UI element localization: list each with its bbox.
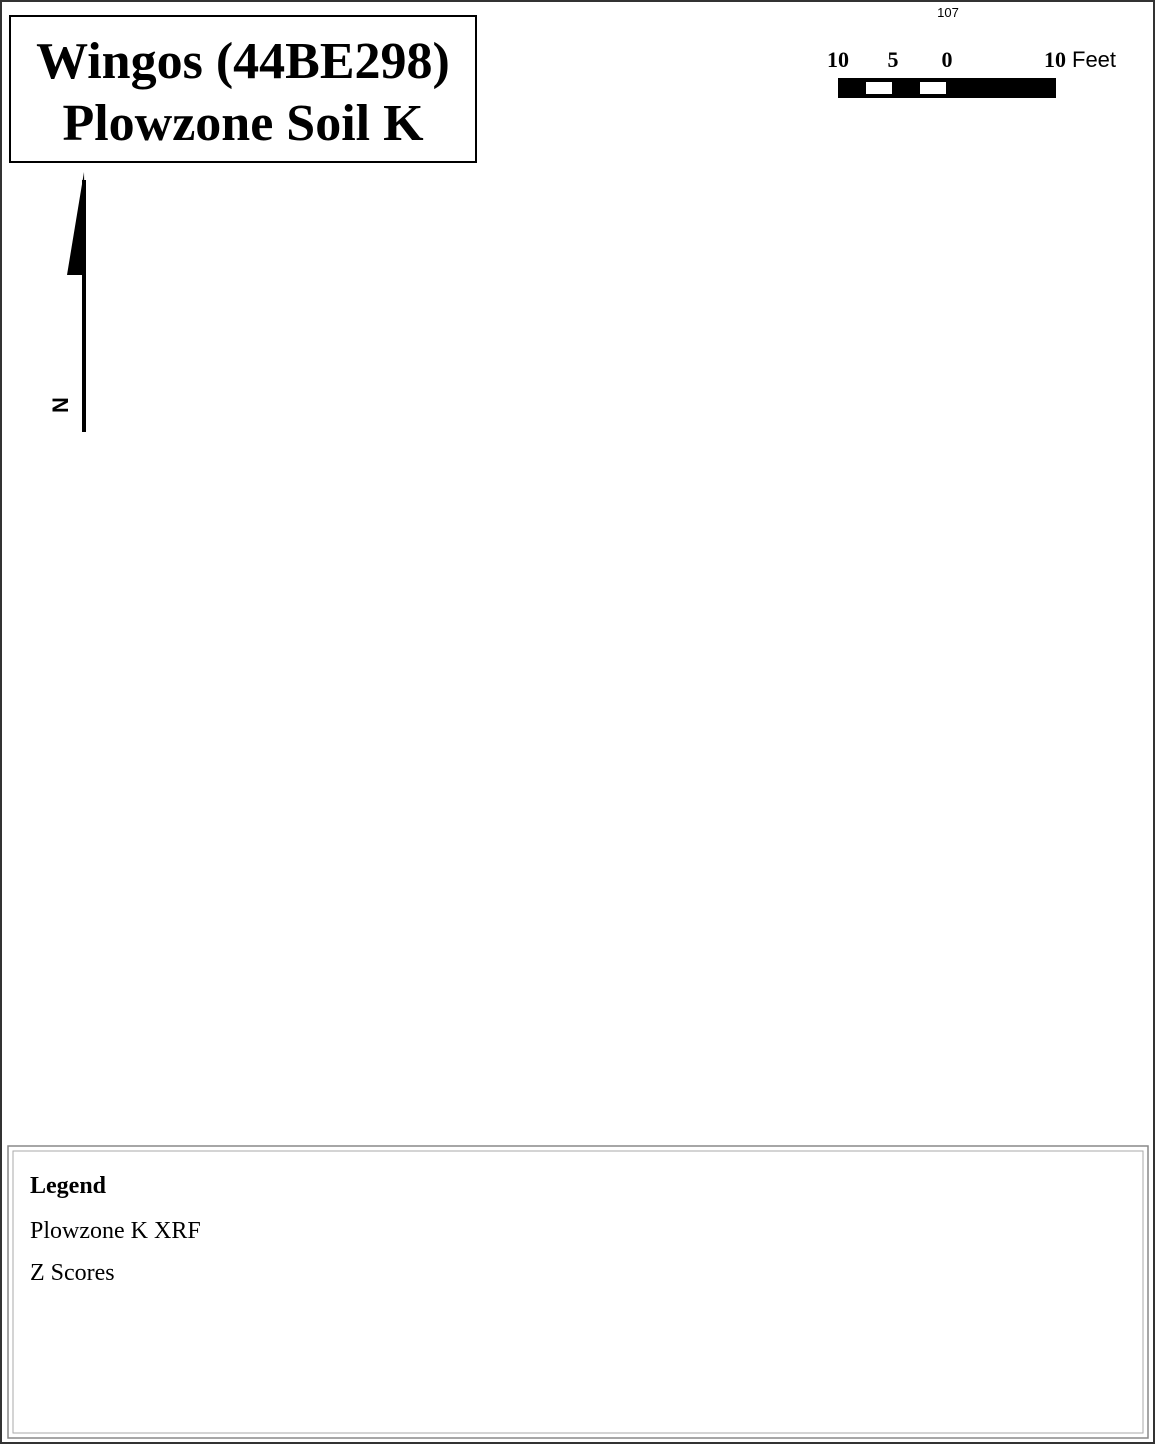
legend-box [8, 1146, 1148, 1438]
title: Wingos (44BE298) [36, 33, 450, 90]
title: Plowzone Soil K [62, 95, 424, 152]
legend-subtitle: Plowzone K XRF [30, 1218, 201, 1244]
unit-label: 107 [937, 5, 959, 20]
scale-unit: Feet [1072, 47, 1116, 72]
legend-title: Legend [30, 1173, 107, 1199]
scale-label: 10 [827, 47, 849, 72]
map: Wingos (44BE298) Plowzone Soil K 107 N 1… [0, 0, 1155, 1444]
scale-label: 0 [942, 47, 953, 72]
scale-bar [920, 82, 946, 94]
legend-subtitle: Z Scores [30, 1260, 115, 1286]
scale-label: 5 [888, 47, 899, 72]
north-label: N [48, 397, 73, 413]
scale-bar [866, 82, 892, 94]
scale-label: 10 [1044, 47, 1066, 72]
